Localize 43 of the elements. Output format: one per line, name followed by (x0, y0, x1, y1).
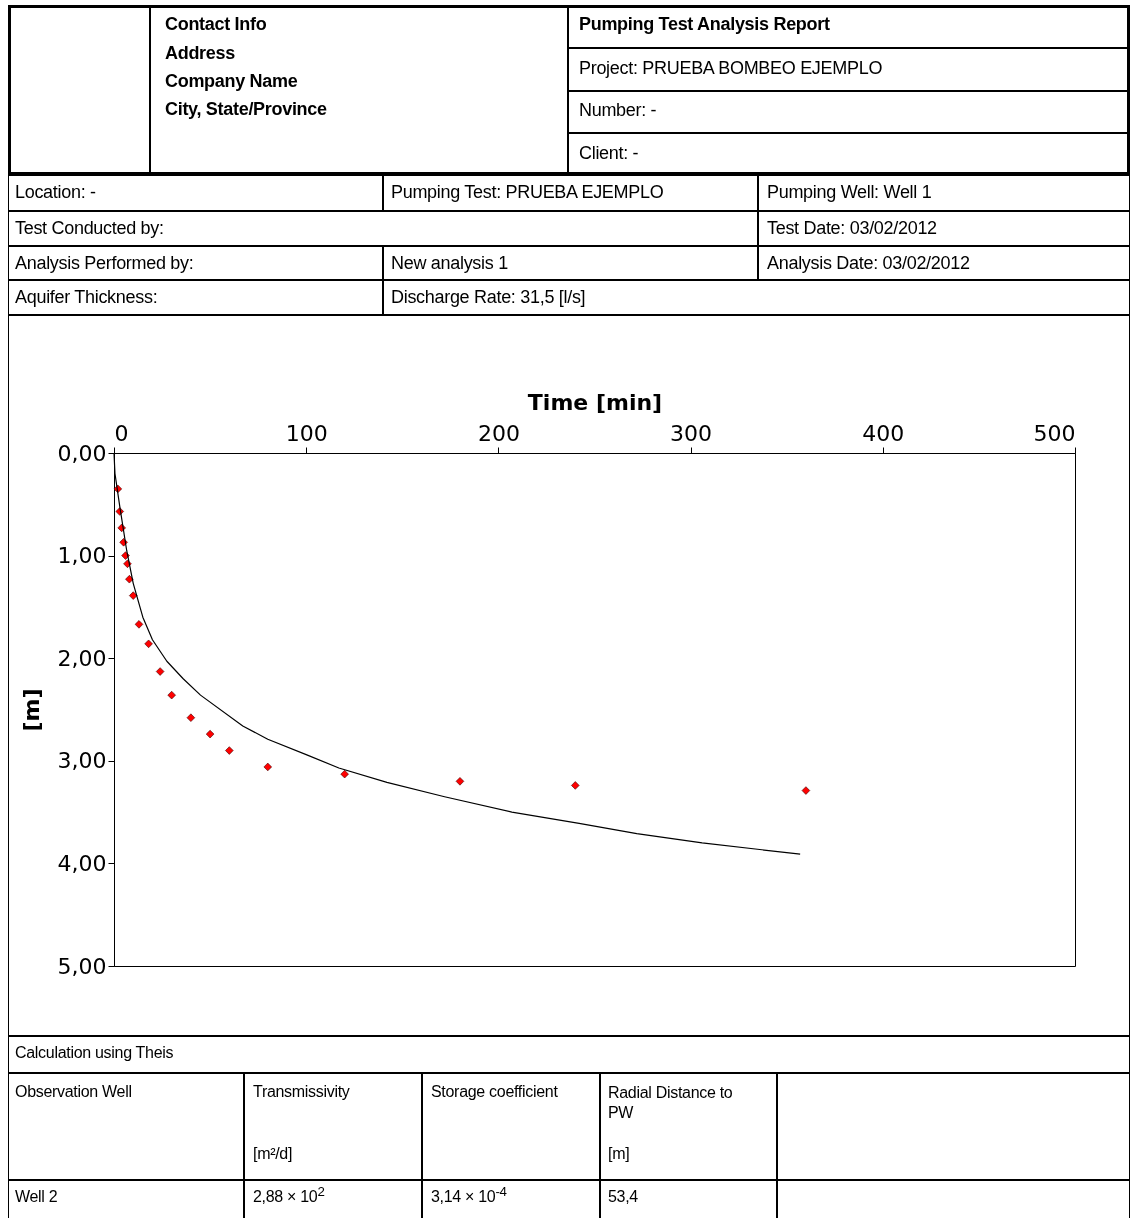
text: [m²/d] (253, 1145, 293, 1163)
text: Well 2 (15, 1188, 58, 1206)
y-axis-title: [m] (18, 688, 44, 732)
x-axis-title: Time [min] (527, 389, 663, 415)
text: Pumping Well: Well 1 (767, 182, 932, 203)
x-tick-label: 500 (1033, 420, 1076, 446)
text: Radial Distance to PW (608, 1083, 734, 1123)
x-tick-label: 100 (285, 420, 328, 446)
y-tick-label: 1,00 (57, 543, 107, 569)
text: 2,88 × 10$^{2}$ (253, 1184, 325, 1207)
text: Project: PRUEBA BOMBEO EJEMPLO (579, 58, 883, 79)
y-tick-label: 4,00 (57, 850, 107, 876)
text: Analysis Date: 03/02/2012 (767, 253, 970, 274)
text: Discharge Rate: 31,5 [l/s] (391, 287, 586, 308)
text: Observation Well (15, 1083, 132, 1101)
text: Test Date: 03/02/2012 (767, 218, 937, 239)
text: Aquifer Thickness: (15, 287, 158, 308)
x-tick-label: 300 (670, 420, 713, 446)
text: Calculation using Theis (15, 1044, 174, 1062)
text: Contact Info (165, 14, 267, 35)
text: Company Name (165, 71, 298, 92)
chart-title: Pumping Test Analysis Report (579, 14, 830, 35)
text: Test Conducted by: (15, 218, 164, 239)
text: [m] (608, 1145, 630, 1163)
text: Analysis Performed by: (15, 253, 194, 274)
x-tick-label: 400 (862, 420, 905, 446)
text: City, State/Province (165, 99, 327, 120)
text: Storage coefficient (431, 1083, 558, 1101)
text: 3,14 × 10$^{-4}$ (431, 1184, 507, 1207)
text: 53,4 (608, 1188, 638, 1206)
x-tick-label: 0 (114, 420, 129, 446)
text: Client: - (579, 143, 639, 164)
text: Number: - (579, 100, 657, 121)
text: Pumping Test: PRUEBA EJEMPLO (391, 182, 664, 203)
y-tick-label: 2,00 (57, 645, 107, 671)
text: Address (165, 43, 235, 64)
y-tick-label: 0,00 (57, 440, 107, 466)
text: Location: - (15, 182, 96, 203)
x-tick-label: 200 (477, 420, 520, 446)
y-tick-label: 5,00 (57, 953, 107, 979)
text: New analysis 1 (391, 253, 508, 274)
y-tick-label: 3,00 (57, 748, 107, 774)
text: Transmissivity (253, 1083, 350, 1101)
